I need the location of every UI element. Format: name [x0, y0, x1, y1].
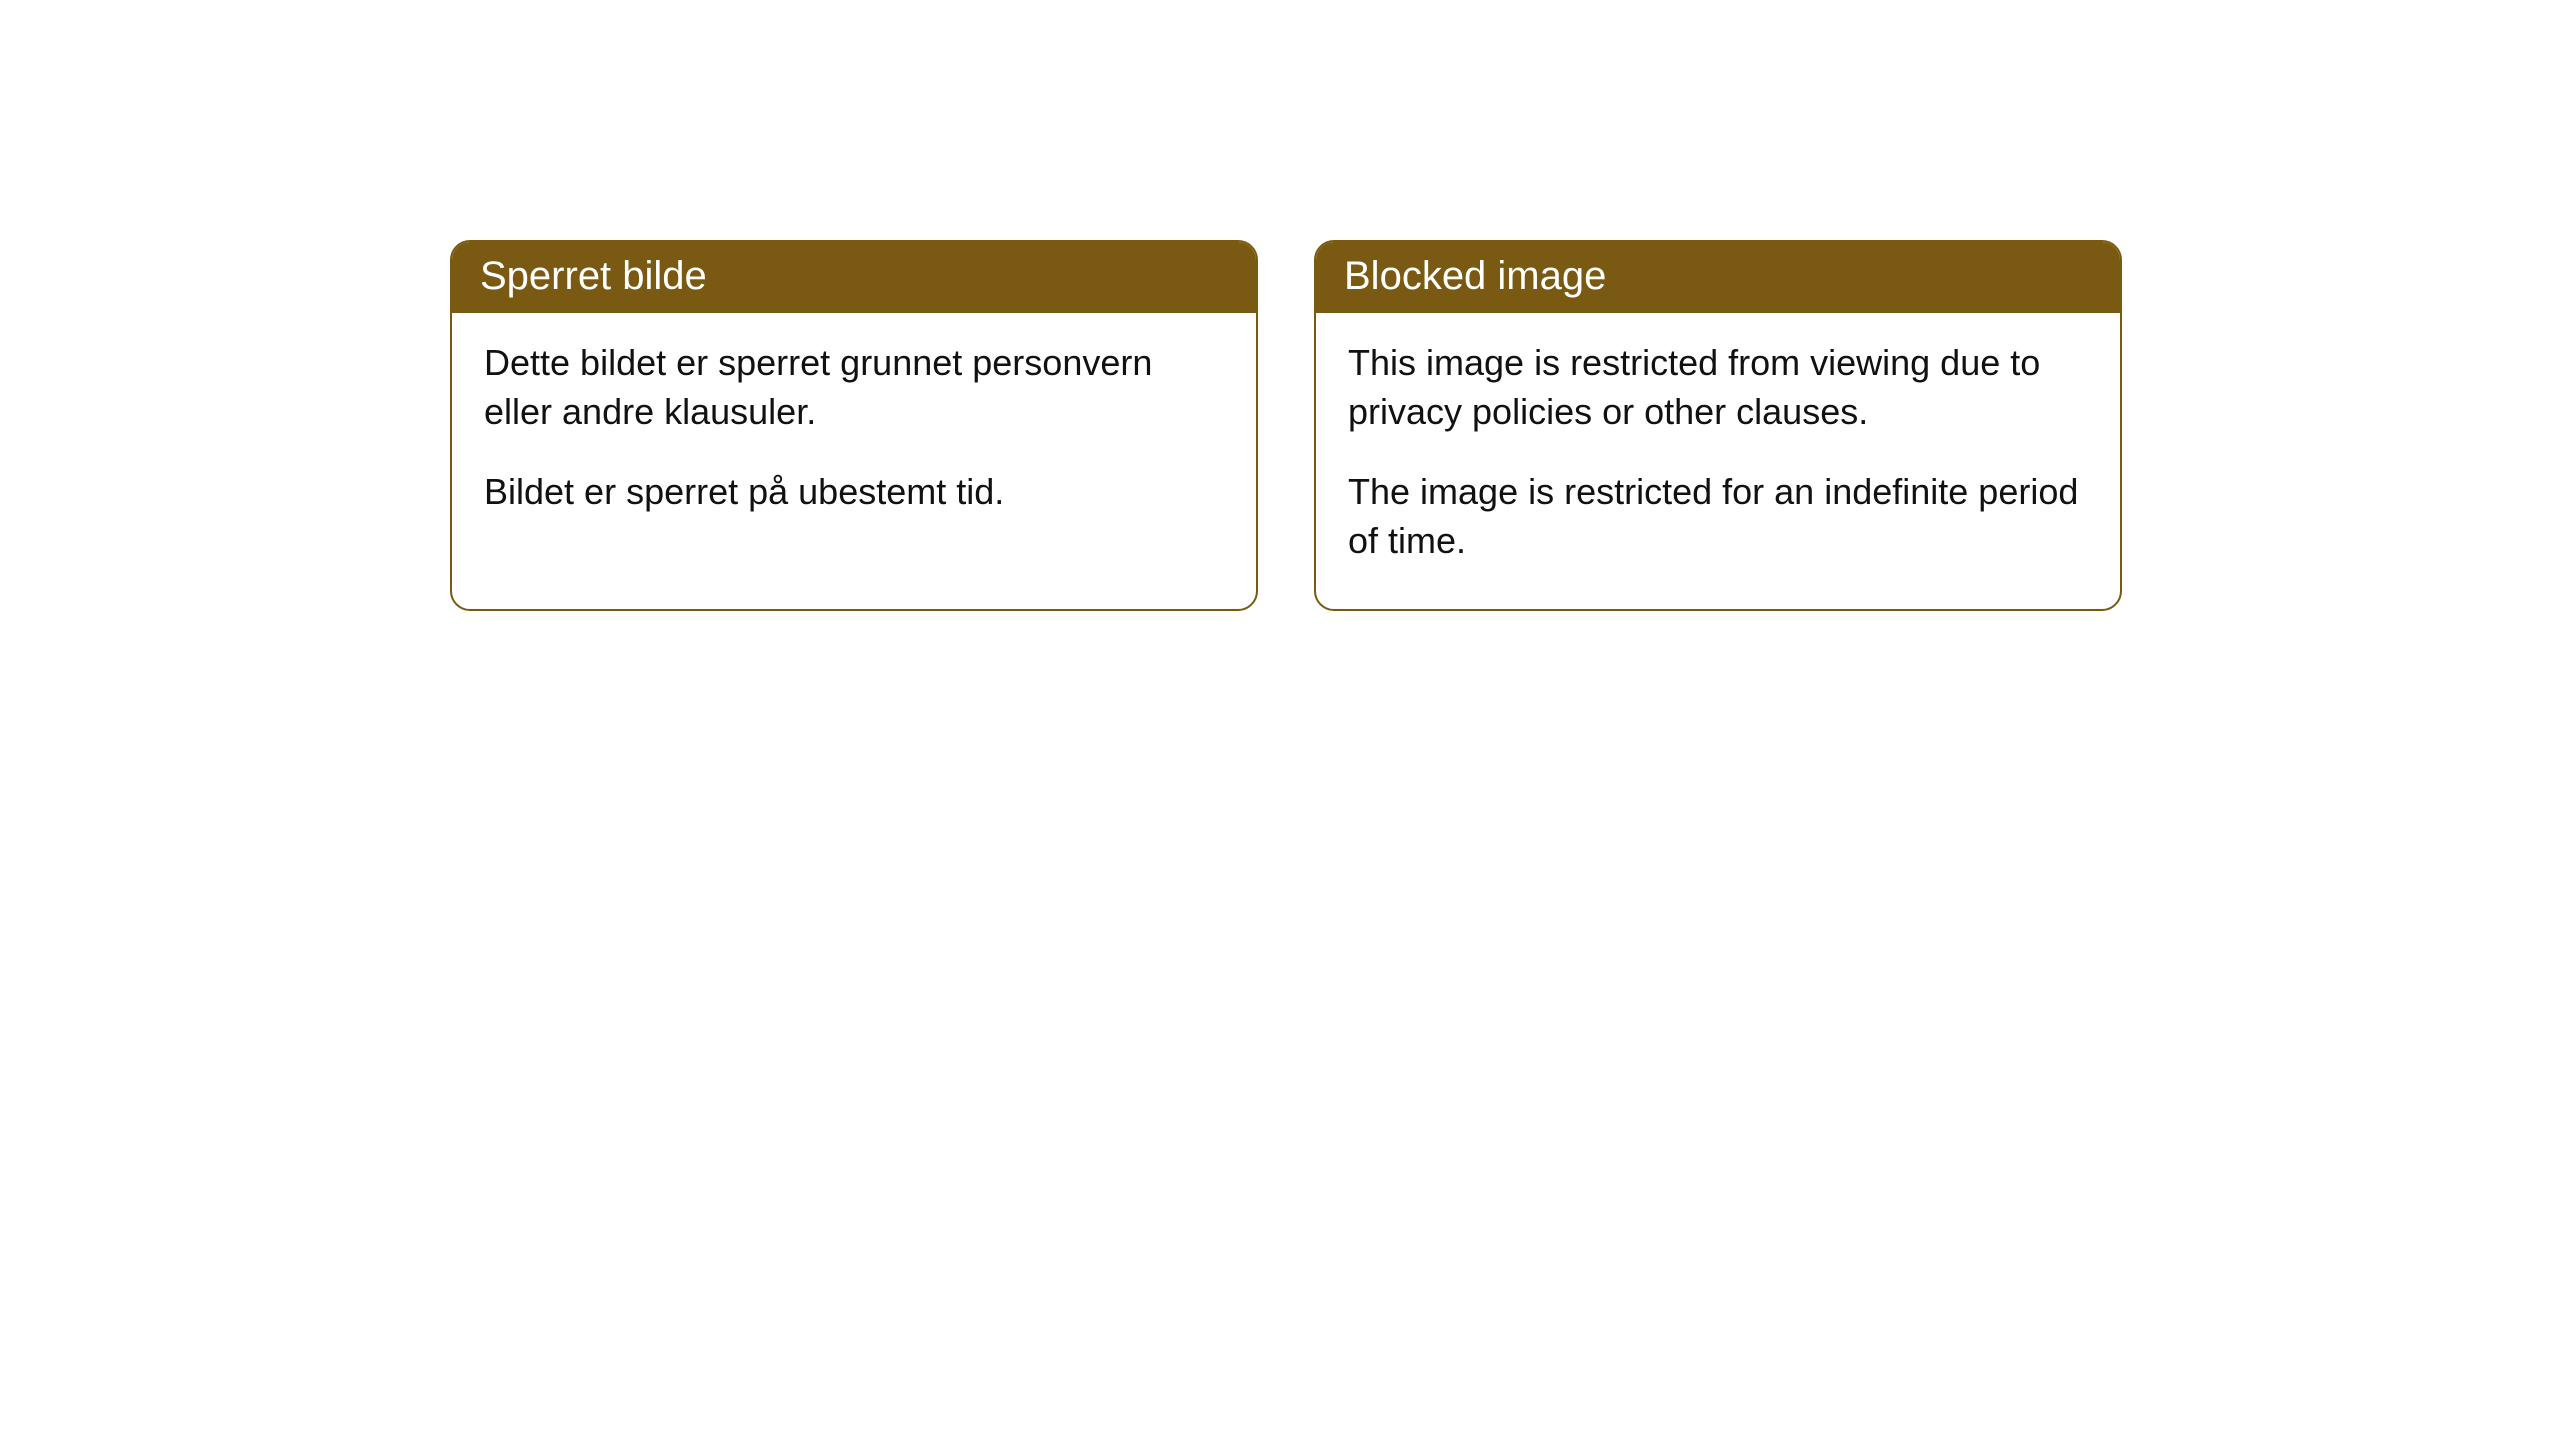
notice-container: Sperret bilde Dette bildet er sperret gr…: [0, 0, 2560, 611]
notice-body-english: This image is restricted from viewing du…: [1316, 313, 2120, 609]
notice-paragraph: Dette bildet er sperret grunnet personve…: [484, 339, 1224, 436]
notice-card-english: Blocked image This image is restricted f…: [1314, 240, 2122, 611]
notice-paragraph: This image is restricted from viewing du…: [1348, 339, 2088, 436]
notice-card-norwegian: Sperret bilde Dette bildet er sperret gr…: [450, 240, 1258, 611]
notice-paragraph: Bildet er sperret på ubestemt tid.: [484, 468, 1224, 517]
notice-paragraph: The image is restricted for an indefinit…: [1348, 468, 2088, 565]
notice-title-english: Blocked image: [1316, 242, 2120, 313]
notice-title-norwegian: Sperret bilde: [452, 242, 1256, 313]
notice-body-norwegian: Dette bildet er sperret grunnet personve…: [452, 313, 1256, 561]
